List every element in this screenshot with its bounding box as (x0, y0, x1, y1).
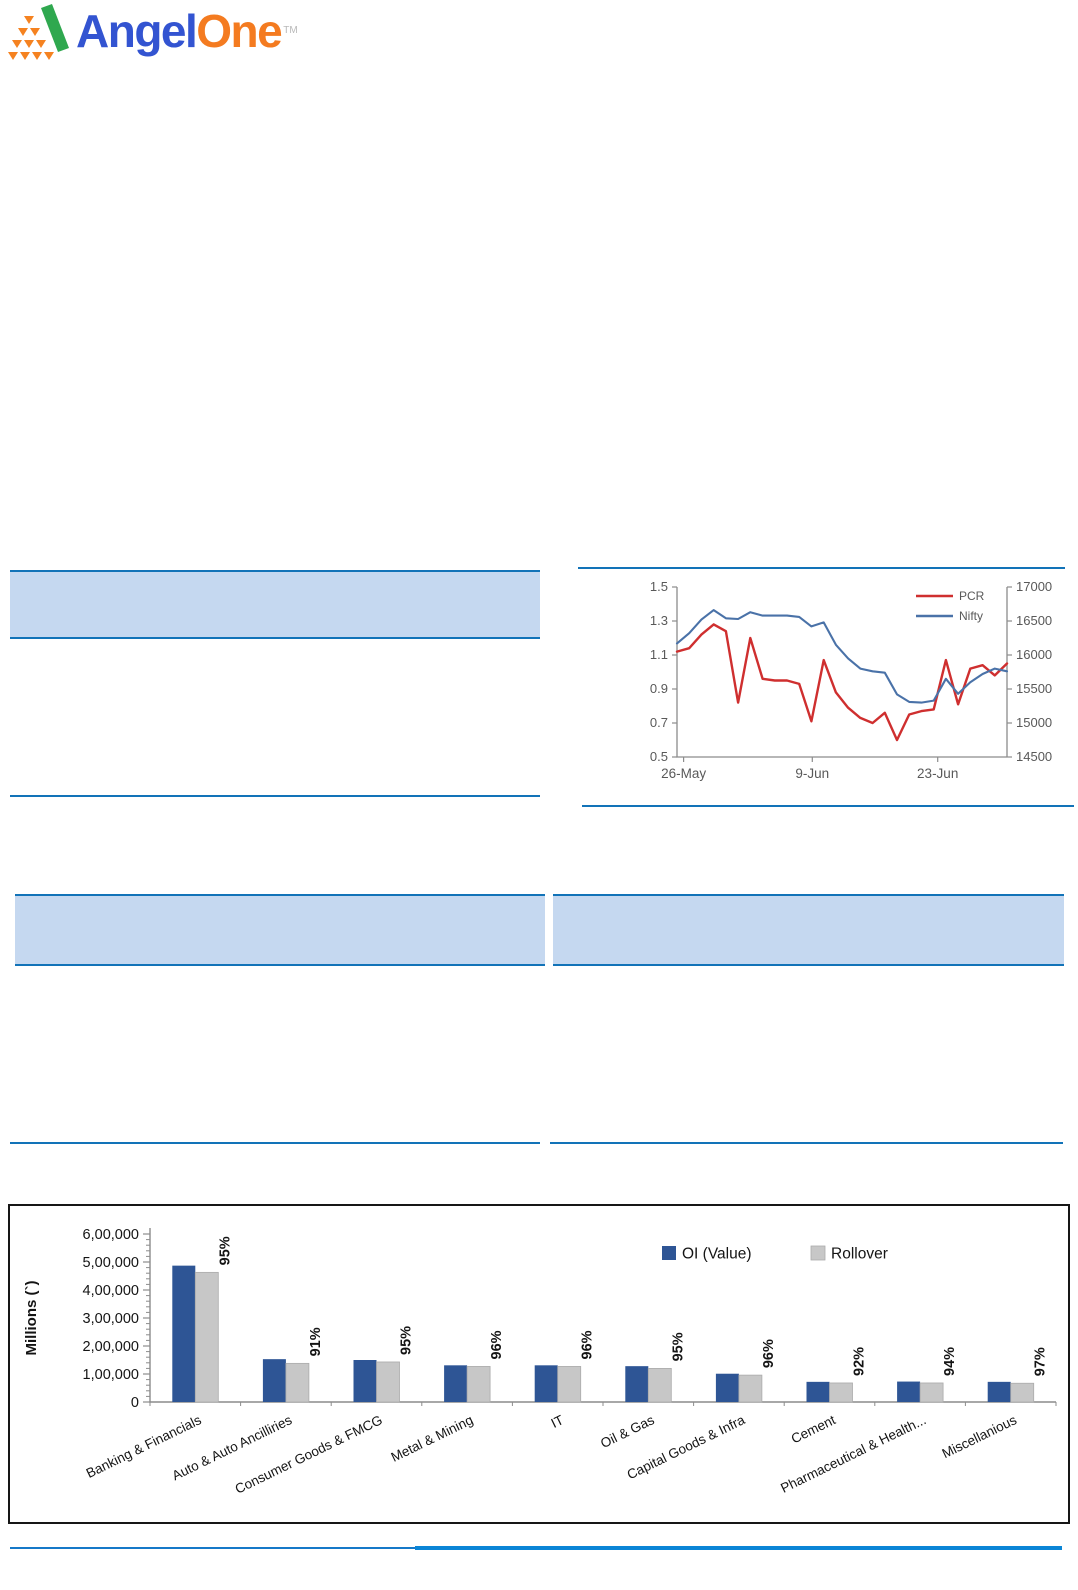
logo-one-text: One (196, 5, 282, 57)
category-label: Miscellanious (940, 1412, 1020, 1461)
nifty-line (675, 609, 1009, 704)
rollover-bar (738, 1374, 763, 1403)
logo-green-swoosh (41, 4, 69, 52)
pcr-line (675, 623, 1009, 742)
category-label: Cement (789, 1412, 838, 1446)
divider-right-top (578, 567, 1065, 569)
left-axis-tick: 0.9 (650, 681, 668, 696)
oi-value-bar (715, 1373, 739, 1402)
oi-value-bar (172, 1265, 196, 1402)
category-label: Consumer Goods & FMCG (233, 1412, 385, 1497)
category-label: Metal & Mining (389, 1412, 476, 1465)
rollover-pct-label: 92% (852, 1347, 868, 1376)
left-axis-tick: 0.5 (650, 749, 668, 764)
legend-label: Rollover (831, 1246, 888, 1263)
oi-value-bar (987, 1381, 1011, 1402)
rollover-pct-label: 91% (308, 1327, 324, 1356)
oi-value-bar (897, 1381, 921, 1402)
legend-swatch (810, 1245, 826, 1261)
divider-mid-left (10, 1142, 540, 1144)
right-axis-tick: 15000 (1016, 715, 1052, 730)
rollover-bar (919, 1382, 944, 1403)
right-axis-tick: 16000 (1016, 647, 1052, 662)
y-axis-tick: 5,00,000 (83, 1255, 139, 1271)
sector-rollover-bar-chart: 6,00,000 5,00,000 4,00,000 3,00,000 2,00,000… (8, 1204, 1070, 1524)
angel-one-logo: AngelOne TM (8, 2, 298, 62)
category-label: IT (549, 1412, 566, 1431)
divider-right-bottom (582, 805, 1074, 807)
oi-value-bar (534, 1365, 558, 1402)
y-axis-tick: 6,00,000 (83, 1227, 139, 1243)
x-axis-tick: 23-Jun (917, 766, 958, 781)
footer-rule-thin (10, 1547, 592, 1549)
x-axis-tick: 9-Jun (795, 766, 829, 781)
oi-value-bar (444, 1365, 468, 1402)
rollover-pct-label: 96% (580, 1330, 596, 1359)
x-axis-tick: 26-May (661, 766, 706, 781)
right-axis-tick: 17000 (1016, 579, 1052, 594)
oi-value-bar (353, 1360, 377, 1402)
rollover-bar (376, 1361, 400, 1403)
legend-swatch (662, 1246, 676, 1260)
rollover-pct-label: 94% (942, 1347, 958, 1376)
y-axis-tick: 3,00,000 (83, 1311, 139, 1327)
highlight-box-mid-left (15, 894, 545, 966)
y-axis-tick: 2,00,000 (83, 1339, 139, 1355)
sector-rollover-plot: 6,00,000 5,00,000 4,00,000 3,00,000 2,00,000… (23, 1227, 1057, 1497)
rollover-bar (1010, 1382, 1035, 1403)
pcr-nifty-line-chart: 1.5 1.3 1.1 0.9 0.7 0.5 17000 16500 16000 15500 15… (560, 570, 1070, 810)
right-axis-tick: 15500 (1016, 681, 1052, 696)
right-axis-tick: 16500 (1016, 613, 1052, 628)
left-axis-tick: 1.1 (650, 647, 668, 662)
logo-angel-text: Angel (76, 5, 198, 57)
right-axis-tick: 14500 (1016, 749, 1052, 764)
left-axis-tick: 1.3 (650, 613, 668, 628)
rollover-bar (829, 1382, 853, 1403)
left-axis-tick: 0.7 (650, 715, 668, 730)
rollover-pct-label: 95% (399, 1326, 415, 1355)
legend-nifty-label: Nifty (959, 609, 983, 623)
rollover-bar (194, 1271, 219, 1403)
logo-wordmark: AngelOne TM (76, 2, 298, 60)
left-axis-tick: 1.5 (650, 579, 668, 594)
y-axis-tick: 0 (131, 1395, 139, 1411)
rollover-pct-label: 96% (761, 1339, 777, 1368)
oi-value-bar (625, 1366, 649, 1402)
divider-left-1 (10, 795, 540, 797)
rollover-bar (557, 1366, 582, 1403)
category-label: Pharmaceutical & Health... (778, 1412, 928, 1496)
rollover-pct-label: 95% (217, 1236, 233, 1265)
highlight-box-top-left (10, 570, 540, 639)
rollover-pct-label: 95% (670, 1332, 686, 1361)
footer-rule-thick (415, 1546, 1062, 1550)
rollover-bar (466, 1366, 491, 1403)
rollover-pct-label: 97% (1033, 1347, 1049, 1376)
oi-value-bar (262, 1359, 286, 1402)
oi-value-bar (806, 1381, 830, 1402)
logo-triangles (8, 16, 54, 60)
legend-label: OI (Value) (682, 1246, 752, 1263)
rollover-pct-label: 96% (489, 1330, 505, 1359)
rollover-bar (285, 1362, 310, 1403)
angel-one-logo-glyph (8, 4, 69, 60)
category-label: Oil & Gas (598, 1412, 657, 1451)
logo-trademark: TM (283, 25, 298, 36)
chart-axes (676, 587, 1008, 758)
y-axis-title: Millions (`) (23, 1281, 40, 1356)
rollover-bar (647, 1367, 672, 1403)
pcr-nifty-plot: 1.5 1.3 1.1 0.9 0.7 0.5 17000 16500 16000 15500 15… (650, 579, 1052, 781)
divider-mid-right (550, 1142, 1063, 1144)
legend-pcr-label: PCR (959, 589, 985, 603)
y-axis-tick: 4,00,000 (83, 1283, 139, 1299)
y-axis-tick: 1,00,000 (83, 1367, 139, 1383)
highlight-box-mid-right (553, 894, 1064, 966)
